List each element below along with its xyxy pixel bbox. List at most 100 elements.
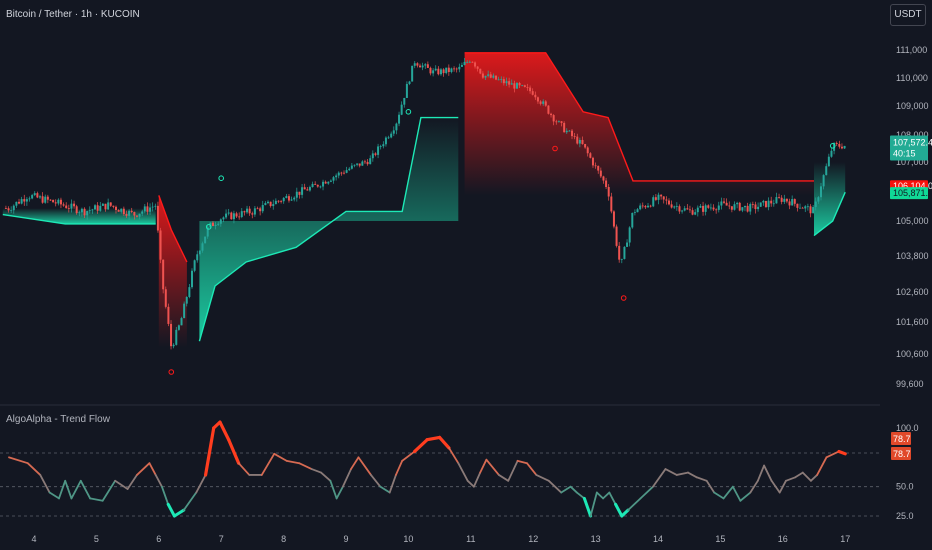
oscillator-segment (608, 491, 617, 506)
oscillator-segment (595, 491, 604, 500)
candle-body (196, 254, 199, 261)
price-axis-tick: 105,000 (896, 216, 929, 226)
oscillator-segment (794, 471, 804, 479)
candle-body (523, 85, 526, 88)
candle-body (723, 201, 726, 203)
candle-body (840, 146, 843, 149)
candle-body (248, 208, 251, 214)
last-price-badge (890, 135, 928, 161)
candle-body (778, 197, 781, 198)
candle-body (437, 68, 440, 75)
candle-body (170, 323, 173, 347)
candle-body (390, 133, 393, 138)
candle-body (180, 318, 183, 326)
price-axis-tick: 102,600 (896, 287, 929, 297)
candle-body (738, 202, 741, 211)
candle-body (489, 74, 492, 78)
oscillator-segment (70, 479, 82, 500)
candle-body (557, 121, 560, 123)
candle-body (269, 201, 272, 207)
candle-body (290, 199, 293, 201)
candle-body (576, 136, 579, 144)
candle-body (356, 163, 359, 165)
candle-body (547, 105, 550, 114)
candle-body (20, 199, 23, 204)
candle-body (683, 208, 686, 211)
oscillator-segment (825, 450, 840, 459)
oscillator-segment (64, 479, 73, 500)
candle-body (59, 199, 62, 205)
candle-body (62, 204, 65, 206)
candle-body (358, 163, 361, 166)
oscillator-segment (639, 485, 654, 500)
candle-body (751, 204, 754, 205)
candle-body (639, 205, 642, 210)
candle-body (649, 205, 652, 207)
candle-body (57, 199, 60, 204)
candle-body (463, 61, 466, 65)
candle-body (793, 199, 796, 204)
candle-body (46, 196, 49, 200)
candle-body (796, 203, 799, 208)
candle-body (117, 209, 120, 212)
candle-body (411, 65, 414, 82)
candle-body (799, 207, 802, 209)
candle-body (791, 199, 794, 206)
candle-body (316, 184, 319, 187)
candle-body (183, 303, 186, 319)
candle-body (715, 209, 718, 211)
candle-body (620, 258, 623, 260)
candle-body (696, 207, 699, 213)
reversal-marker-bullish (829, 143, 836, 149)
candle-body (222, 217, 225, 220)
candle-body (544, 101, 547, 106)
candle-body (141, 211, 144, 214)
candles-layer (4, 58, 846, 350)
candle-body (657, 194, 660, 200)
candle-body (704, 205, 707, 212)
candle-body (154, 205, 157, 207)
candle-body (293, 197, 296, 200)
oscillator-segment (39, 474, 51, 494)
oscillator-segment (237, 462, 251, 476)
candle-body (348, 168, 351, 171)
candle-body (282, 197, 285, 202)
currency-button[interactable]: USDT (890, 4, 926, 26)
candle-body (429, 67, 432, 74)
candle-body (568, 130, 571, 132)
candle-body (15, 201, 18, 206)
candle-body (631, 212, 634, 228)
candle-body (741, 207, 744, 211)
candle-body (424, 64, 427, 66)
oscillator-segment (298, 462, 313, 470)
candle-body (586, 147, 589, 154)
time-axis-tick: 15 (715, 534, 725, 544)
time-axis-tick: 8 (281, 534, 286, 544)
candle-body (324, 181, 327, 184)
candle-body (211, 222, 214, 226)
candle-body (94, 205, 97, 210)
oscillator-segment (627, 497, 642, 512)
candle-body (361, 161, 364, 166)
candle-body (450, 68, 453, 73)
candle-body (395, 123, 398, 131)
candle-body (775, 197, 778, 204)
candle-body (432, 70, 435, 74)
candle-body (481, 73, 484, 78)
oscillator-segment (8, 456, 29, 465)
candle-body (838, 143, 841, 147)
candle-body (455, 68, 458, 70)
candle-body (780, 197, 783, 202)
time-axis-tick: 4 (31, 534, 36, 544)
candle-body (379, 146, 382, 148)
candle-body (238, 216, 241, 218)
candle-body (280, 201, 283, 202)
oscillator-segment (79, 479, 92, 500)
candle-body (80, 208, 83, 213)
candle-body (529, 87, 532, 92)
candle-body (377, 146, 380, 155)
oscillator-segment (357, 456, 372, 476)
candle-body (521, 85, 524, 87)
